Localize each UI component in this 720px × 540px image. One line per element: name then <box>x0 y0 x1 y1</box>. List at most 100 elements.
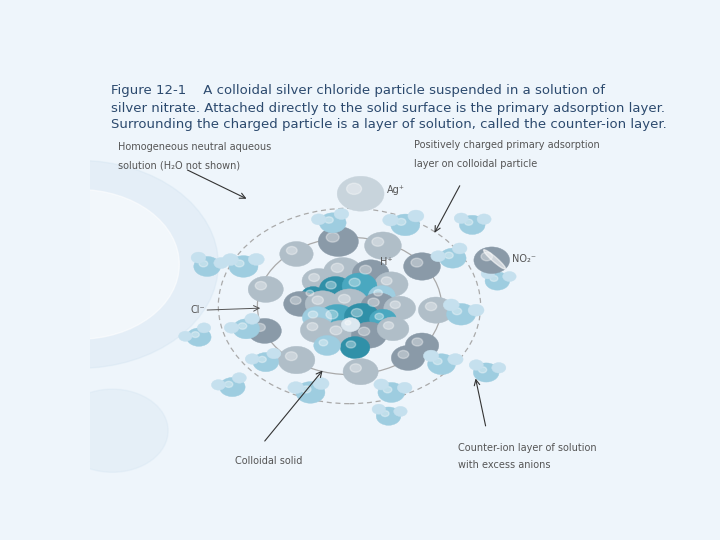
Circle shape <box>235 260 244 267</box>
Circle shape <box>341 318 360 332</box>
Circle shape <box>346 341 356 348</box>
Circle shape <box>222 254 238 266</box>
Circle shape <box>404 253 441 280</box>
Circle shape <box>359 327 369 335</box>
Circle shape <box>479 367 487 373</box>
Circle shape <box>352 260 389 287</box>
Circle shape <box>369 286 395 306</box>
Circle shape <box>0 190 179 339</box>
Circle shape <box>179 331 192 341</box>
Circle shape <box>214 258 228 268</box>
Text: Positively charged primary adsorption: Positively charged primary adsorption <box>414 140 599 150</box>
Circle shape <box>423 350 438 362</box>
Circle shape <box>326 281 336 289</box>
Circle shape <box>384 296 415 320</box>
Circle shape <box>255 281 266 290</box>
Circle shape <box>192 332 199 338</box>
Circle shape <box>426 302 436 310</box>
Circle shape <box>248 253 264 265</box>
Circle shape <box>301 287 325 305</box>
Circle shape <box>302 268 336 294</box>
Circle shape <box>444 299 459 311</box>
Circle shape <box>248 319 282 343</box>
Circle shape <box>350 364 361 372</box>
Circle shape <box>374 272 408 297</box>
Circle shape <box>481 252 492 261</box>
Circle shape <box>330 326 342 335</box>
Circle shape <box>318 227 359 256</box>
Circle shape <box>344 303 379 329</box>
Circle shape <box>346 183 361 194</box>
Circle shape <box>302 386 311 393</box>
Circle shape <box>225 381 233 387</box>
Circle shape <box>341 336 370 359</box>
Circle shape <box>378 382 405 402</box>
Circle shape <box>323 258 362 286</box>
Circle shape <box>474 247 510 274</box>
Circle shape <box>418 297 454 323</box>
Text: Counter-ion layer of solution: Counter-ion layer of solution <box>459 443 597 453</box>
Circle shape <box>320 276 351 300</box>
Circle shape <box>492 362 506 373</box>
Circle shape <box>448 354 463 365</box>
Circle shape <box>342 273 377 299</box>
Circle shape <box>351 308 362 317</box>
Circle shape <box>253 353 279 372</box>
Circle shape <box>285 352 297 361</box>
Circle shape <box>194 256 220 276</box>
Circle shape <box>408 210 424 222</box>
Text: Homogeneous neutral aqueous: Homogeneous neutral aqueous <box>118 142 271 152</box>
Circle shape <box>309 274 320 281</box>
Circle shape <box>464 219 473 225</box>
Circle shape <box>290 296 301 305</box>
Circle shape <box>212 380 225 390</box>
Circle shape <box>314 335 341 355</box>
Circle shape <box>246 354 259 364</box>
Circle shape <box>312 296 323 305</box>
Circle shape <box>490 275 498 281</box>
Text: Cl⁻: Cl⁻ <box>191 305 205 315</box>
Circle shape <box>351 322 387 348</box>
Circle shape <box>224 322 239 333</box>
Circle shape <box>287 246 297 254</box>
Circle shape <box>320 213 346 233</box>
Circle shape <box>485 272 510 290</box>
Circle shape <box>428 354 456 375</box>
Circle shape <box>199 260 207 267</box>
Circle shape <box>431 251 446 262</box>
Circle shape <box>397 382 412 393</box>
Circle shape <box>288 382 304 394</box>
Circle shape <box>361 293 396 319</box>
Circle shape <box>390 301 400 308</box>
Circle shape <box>326 310 338 319</box>
Text: Surrounding the charged particle is a layer of solution, called the counter-ion : Surrounding the charged particle is a la… <box>111 118 667 131</box>
Circle shape <box>372 404 385 414</box>
Circle shape <box>258 356 266 362</box>
Text: Ag⁺: Ag⁺ <box>387 185 405 195</box>
Text: Figure 12-1    A colloidal silver chloride particle suspended in a solution of: Figure 12-1 A colloidal silver chloride … <box>111 84 606 97</box>
Circle shape <box>372 238 384 246</box>
Circle shape <box>0 160 218 368</box>
Circle shape <box>186 328 211 346</box>
Circle shape <box>319 340 328 346</box>
Circle shape <box>191 252 206 263</box>
Circle shape <box>302 307 332 328</box>
Circle shape <box>284 292 317 316</box>
Circle shape <box>392 346 425 370</box>
Circle shape <box>369 309 396 329</box>
Circle shape <box>446 303 476 325</box>
Circle shape <box>337 176 384 211</box>
Circle shape <box>481 269 495 279</box>
Circle shape <box>375 313 384 320</box>
Circle shape <box>334 208 348 219</box>
Circle shape <box>374 379 389 390</box>
Circle shape <box>384 322 394 329</box>
Circle shape <box>359 265 372 274</box>
Circle shape <box>318 305 356 333</box>
Circle shape <box>397 218 406 225</box>
Circle shape <box>411 258 423 267</box>
Circle shape <box>412 338 423 346</box>
Ellipse shape <box>484 249 505 269</box>
Circle shape <box>331 289 368 316</box>
Circle shape <box>452 243 467 254</box>
